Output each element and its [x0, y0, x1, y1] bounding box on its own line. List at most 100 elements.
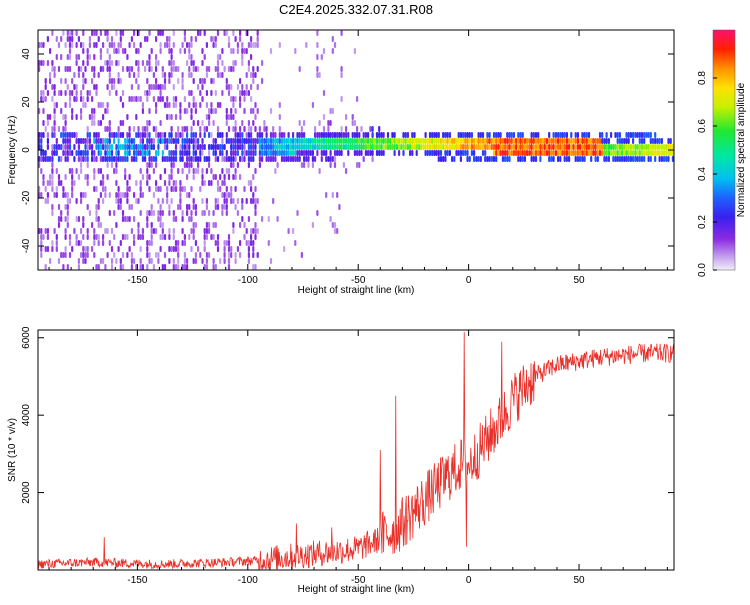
heatmap-cell	[607, 156, 610, 162]
heatmap-cell	[166, 156, 169, 162]
heatmap-cell	[314, 156, 317, 162]
heatmap-cell	[245, 138, 248, 144]
heatmap-cell	[278, 42, 281, 48]
heatmap-cell	[75, 90, 78, 96]
heatmap-cell	[296, 138, 299, 144]
heatmap-cell	[205, 42, 208, 48]
heatmap-cell	[232, 138, 235, 144]
heatmap-cell	[133, 72, 136, 78]
heatmap-cell	[133, 96, 136, 102]
heatmap-cell	[347, 138, 350, 144]
heatmap-cell	[415, 150, 418, 156]
heatmap-cell	[579, 156, 582, 162]
heatmap-cell	[194, 138, 197, 144]
snr-series-line	[38, 331, 674, 570]
heatmap-cell	[102, 198, 105, 204]
heatmap-cell	[119, 96, 122, 102]
heatmap-cell	[413, 144, 416, 150]
heatmap-cell	[247, 252, 250, 258]
heatmap-cell	[126, 156, 129, 162]
heatmap-cell	[294, 48, 297, 54]
heatmap-cell	[470, 144, 473, 150]
heatmap-cell	[137, 222, 140, 228]
heatmap-cell	[199, 156, 202, 162]
heatmap-cell	[506, 156, 509, 162]
heatmap-cell	[289, 144, 292, 150]
heatmap-cell	[329, 132, 332, 138]
heatmap-cell	[402, 138, 405, 144]
heatmap-cell	[51, 162, 54, 168]
heatmap-cell	[201, 48, 204, 54]
heatmap-cell	[616, 138, 619, 144]
heatmap-cell	[311, 222, 314, 228]
heatmap-cell	[205, 102, 208, 108]
heatmap-cell	[42, 108, 45, 114]
heatmap-cell	[141, 108, 144, 114]
heatmap-cell	[283, 132, 286, 138]
heatmap-cell	[168, 60, 171, 66]
heatmap-cell	[254, 198, 257, 204]
heatmap-cell	[256, 138, 259, 144]
heatmap-cell	[188, 42, 191, 48]
heatmap-cell	[380, 138, 383, 144]
heatmap-cell	[307, 162, 310, 168]
heatmap-cell	[150, 138, 153, 144]
heatmap-cell	[155, 78, 158, 84]
heatmap-cell	[57, 222, 61, 228]
heatmap-cell	[519, 150, 522, 156]
heatmap-cell	[254, 126, 257, 132]
heatmap-cell	[177, 252, 180, 258]
heatmap-cell	[342, 144, 345, 150]
heatmap-cell	[517, 132, 520, 138]
heatmap-cell	[174, 156, 178, 162]
heatmap-cell	[378, 150, 381, 156]
heatmap-cell	[625, 132, 628, 138]
heatmap-cell	[60, 132, 63, 138]
heatmap-cell	[199, 102, 202, 108]
heatmap-cell	[437, 150, 440, 156]
heatmap-cell	[250, 84, 253, 90]
heatmap-cell	[46, 198, 49, 204]
heatmap-cell	[66, 216, 69, 222]
heatmap-cell	[607, 138, 610, 144]
heatmap-cell	[137, 150, 140, 156]
heatmap-cell	[201, 258, 204, 264]
heatmap-cell	[643, 132, 646, 138]
heatmap-cell	[239, 90, 242, 96]
heatmap-cell	[393, 132, 396, 138]
heatmap-cell	[95, 234, 98, 240]
heatmap-cell	[170, 168, 173, 174]
heatmap-cell	[621, 144, 624, 150]
heatmap-cell	[451, 138, 454, 144]
heatmap-cell	[250, 234, 253, 240]
heatmap-cell	[137, 228, 140, 234]
heatmap-cell	[179, 186, 182, 192]
heatmap-cell	[660, 156, 663, 162]
heatmap-cell	[68, 36, 72, 42]
heatmap-cell	[230, 66, 233, 72]
heatmap-cell	[517, 150, 520, 156]
heatmap-cell	[99, 66, 102, 72]
heatmap-cell	[254, 144, 257, 150]
heatmap-cell	[188, 162, 191, 168]
heatmap-cell	[587, 132, 591, 138]
heatmap-cell	[95, 186, 98, 192]
heatmap-cell	[64, 132, 67, 138]
heatmap-cell	[216, 132, 220, 138]
heatmap-cell	[658, 138, 661, 144]
heatmap-cell	[594, 150, 597, 156]
heatmap-cell	[183, 258, 186, 264]
heatmap-cell	[466, 138, 469, 144]
heatmap-cell	[197, 156, 200, 162]
heatmap-cell	[402, 144, 405, 150]
heatmap-cell	[124, 156, 127, 162]
heatmap-cell	[232, 114, 235, 120]
heatmap-cell	[179, 114, 182, 120]
heatmap-cell	[117, 138, 120, 144]
heatmap-cell	[38, 192, 41, 198]
heatmap-cell	[283, 138, 286, 144]
heatmap-cell	[199, 78, 202, 84]
heatmap-cell	[256, 198, 259, 204]
heatmap-cell	[166, 186, 169, 192]
heatmap-cell	[221, 204, 224, 210]
